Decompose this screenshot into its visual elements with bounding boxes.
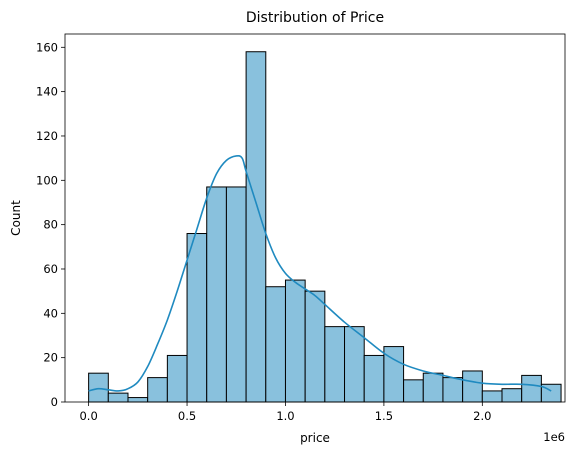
y-tick-label: 140: [36, 85, 58, 99]
histogram-bar: [304, 290, 326, 403]
histogram-bar: [363, 354, 385, 403]
chart-title: Distribution of Price: [246, 10, 384, 26]
histogram-bar: [225, 186, 247, 403]
x-tick-label: 0.0: [79, 409, 97, 423]
y-tick-label: 20: [43, 351, 58, 365]
y-axis-ticks: 0 20 40 60 80 100 120 140 160: [36, 40, 65, 409]
x-tick-label: 1.5: [375, 409, 393, 423]
histogram-bar: [403, 379, 424, 403]
histogram-bar: [521, 374, 542, 403]
histogram-bars: [88, 51, 562, 403]
histogram-bar: [88, 372, 109, 403]
histogram-bar: [324, 326, 346, 403]
y-tick-label: 120: [36, 129, 58, 143]
histogram-bar: [481, 390, 503, 403]
histogram-bar: [127, 397, 149, 403]
histogram-bar: [186, 233, 208, 403]
histogram-bar: [147, 377, 168, 403]
x-tick-label: 0.5: [178, 409, 196, 423]
y-tick-label: 160: [36, 40, 58, 54]
plot-area-frame: [64, 33, 566, 403]
histogram-bar: [166, 354, 188, 403]
histogram-bar: [265, 286, 286, 403]
y-tick-label: 60: [43, 262, 58, 276]
y-tick-label: 80: [43, 218, 58, 232]
x-axis-ticks: 0.0 0.5 1.0 1.5 2.0: [79, 402, 491, 423]
y-tick-label: 100: [36, 173, 58, 187]
y-tick-label: 0: [51, 395, 58, 409]
kde-curve: [88, 154, 552, 392]
histogram-bar: [422, 372, 444, 403]
x-tick-label: 2.0: [473, 409, 491, 423]
histogram-bar: [344, 326, 365, 403]
histogram-bar: [206, 186, 227, 403]
histogram-bar: [107, 392, 129, 403]
x-tick-label: 1.0: [276, 409, 294, 423]
y-axis-label: Count: [9, 200, 23, 236]
x-axis-label: price: [300, 431, 330, 445]
y-tick-label: 40: [43, 306, 58, 320]
histogram-bar: [462, 370, 483, 403]
histogram-bar: [501, 388, 523, 403]
histogram-bar: [442, 377, 464, 403]
histogram-bar: [284, 279, 306, 403]
x-axis-offset-text: 1e6: [543, 430, 565, 444]
